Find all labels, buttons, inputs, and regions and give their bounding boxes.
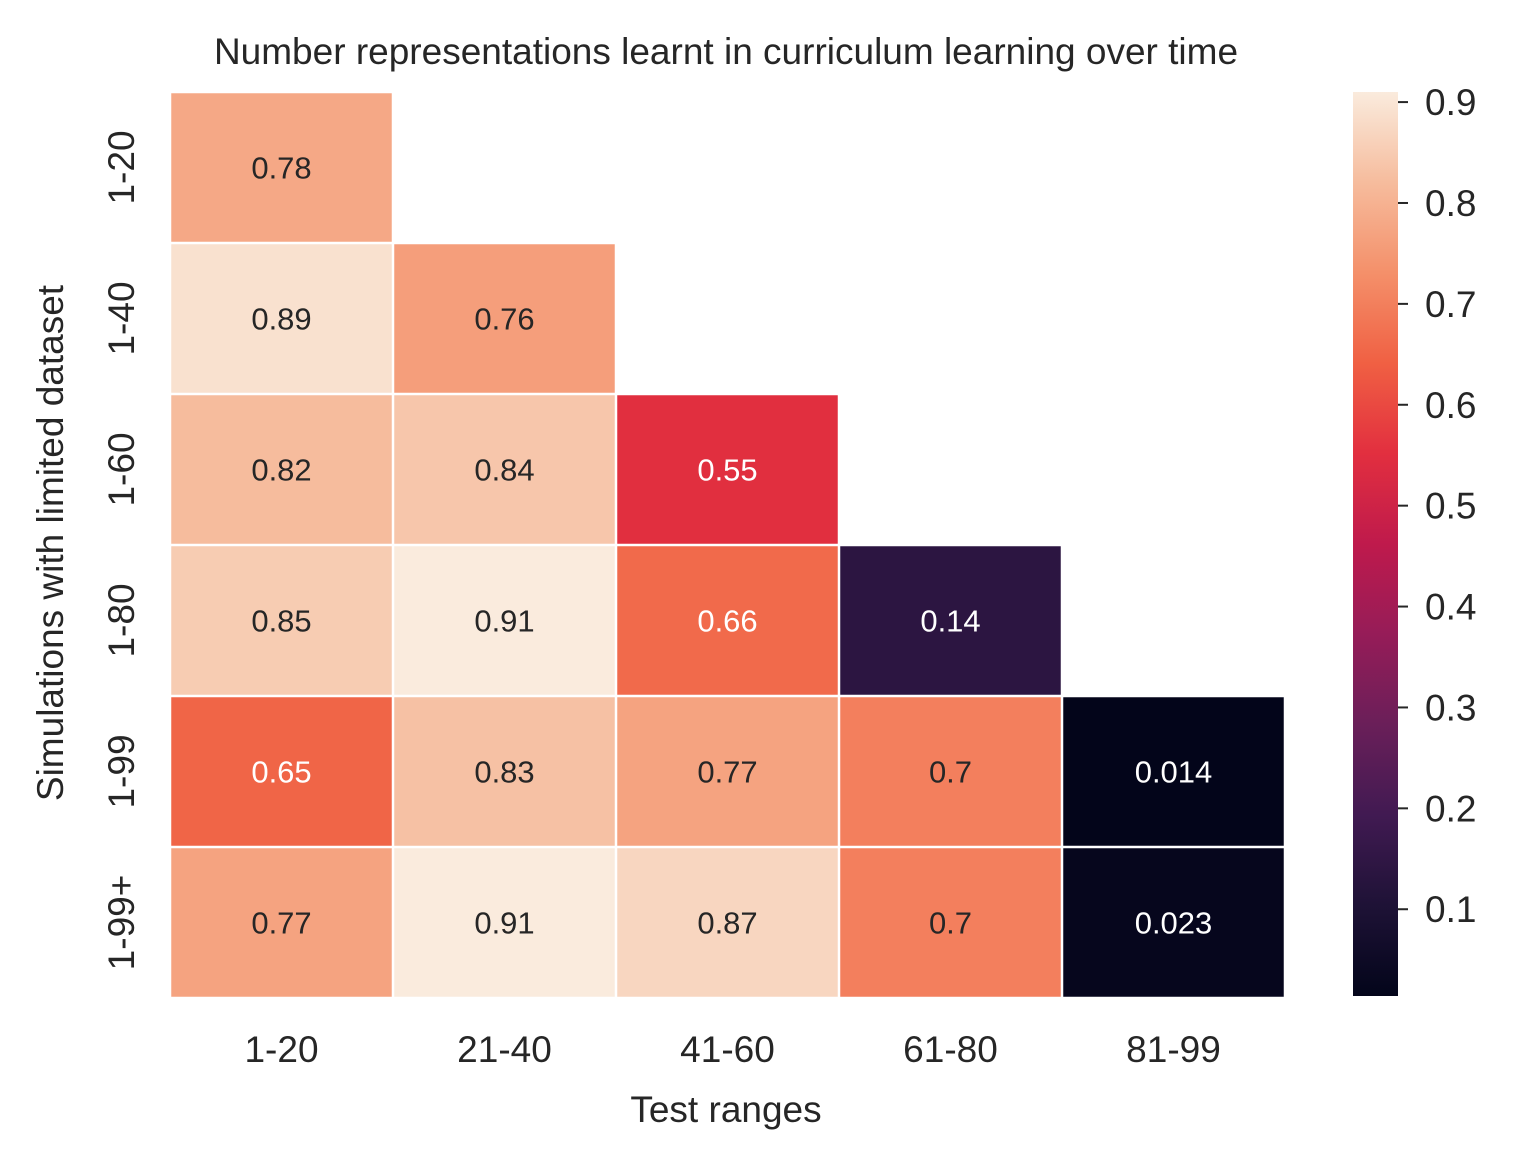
cell-value-label-2-2: 0.55	[697, 453, 757, 488]
colorbar-tick-label-8: 0.9	[1425, 82, 1476, 123]
x-tick-label-0: 1-20	[244, 1029, 318, 1070]
chart-title: Number representations learnt in curricu…	[214, 31, 1238, 72]
cell-value-label-0-0: 0.78	[251, 151, 311, 186]
colorbar	[1353, 92, 1398, 996]
x-tick-label-4: 81-99	[1126, 1029, 1221, 1070]
cell-value-label-3-2: 0.66	[697, 604, 757, 639]
heatmap-cell-4-1	[394, 697, 615, 846]
y-axis-label: Simulations with limited dataset	[30, 284, 71, 801]
heatmap-cell-4-3	[840, 697, 1061, 846]
heatmap-cell-2-1	[394, 395, 615, 544]
heatmap-cell-2-0	[171, 395, 392, 544]
heatmap-cell-1-0	[171, 244, 392, 393]
x-axis-label: Test ranges	[630, 1089, 821, 1130]
cell-value-label-5-1: 0.91	[474, 906, 534, 941]
x-tick-label-2: 41-60	[680, 1029, 775, 1070]
cell-value-label-2-0: 0.82	[251, 453, 311, 488]
cell-value-label-2-1: 0.84	[474, 453, 534, 488]
y-tick-label-1: 1-40	[101, 281, 142, 355]
cell-value-label-5-0: 0.77	[251, 906, 311, 941]
heatmap-cell-3-3	[840, 546, 1061, 695]
cell-value-label-4-0: 0.65	[251, 755, 311, 790]
cell-value-label-4-1: 0.83	[474, 755, 534, 790]
colorbar-tick-label-5: 0.6	[1425, 385, 1476, 426]
heatmap-cell-5-2	[617, 848, 838, 997]
cell-value-label-1-0: 0.89	[251, 302, 311, 337]
heatmap-cell-3-0	[171, 546, 392, 695]
heatmap-cell-0-0	[171, 93, 392, 242]
heatmap-cell-4-2	[617, 697, 838, 846]
y-tick-label-4: 1-99	[101, 734, 142, 808]
colorbar-tick-label-2: 0.3	[1425, 687, 1476, 728]
colorbar-tick-label-4: 0.5	[1425, 486, 1476, 527]
heatmap-cell-5-1	[394, 848, 615, 997]
cell-value-label-1-1: 0.76	[474, 302, 534, 337]
x-tick-labels: 1-20 21-40 41-60 61-80 81-99	[244, 1029, 1220, 1070]
y-tick-label-0: 1-20	[101, 130, 142, 204]
y-tick-labels: 1-20 1-40 1-60 1-80 1-99 1-99+	[101, 130, 142, 970]
cell-value-label-4-2: 0.77	[697, 755, 757, 790]
heatmap-cell-1-1	[394, 244, 615, 393]
colorbar-tick-label-0: 0.1	[1425, 889, 1476, 930]
colorbar-tick-label-6: 0.7	[1425, 284, 1476, 325]
cell-value-label-5-4: 0.023	[1135, 906, 1213, 941]
heatmap-cell-2-2	[617, 395, 838, 544]
y-tick-label-3: 1-80	[101, 583, 142, 657]
cell-value-label-4-4: 0.014	[1135, 755, 1213, 790]
y-tick-label-5: 1-99+	[101, 875, 142, 971]
cell-value-label-3-0: 0.85	[251, 604, 311, 639]
cell-value-label-3-1: 0.91	[474, 604, 534, 639]
heatmap-cell-5-0	[171, 848, 392, 997]
heatmap-cell-4-4	[1063, 697, 1284, 846]
cell-value-label-5-3: 0.7	[929, 906, 972, 941]
heatmap-cell-5-3	[840, 848, 1061, 997]
heatmap-cells: 0.78 0.89 0.76 0.82 0.84 0.55 0.85 0.91 0.66 0.14…	[171, 93, 1284, 997]
colorbar-tick-label-7: 0.8	[1425, 183, 1476, 224]
heatmap-cell-5-4	[1063, 848, 1284, 997]
cell-value-label-3-3: 0.14	[920, 604, 980, 639]
y-tick-label-2: 1-60	[101, 432, 142, 506]
colorbar-tick-label-3: 0.4	[1425, 587, 1476, 628]
cell-value-label-4-3: 0.7	[929, 755, 972, 790]
heatmap-cell-4-0	[171, 697, 392, 846]
heatmap-cell-3-1	[394, 546, 615, 695]
colorbar-tick-label-1: 0.2	[1425, 788, 1476, 829]
cell-value-label-5-2: 0.87	[697, 906, 757, 941]
colorbar-ticks: 0.1 0.2 0.3 0.4 0.5 0.6 0.7 0.8 0.9	[1398, 82, 1476, 930]
x-tick-label-1: 21-40	[457, 1029, 552, 1070]
x-tick-label-3: 61-80	[903, 1029, 998, 1070]
heatmap-cell-3-2	[617, 546, 838, 695]
